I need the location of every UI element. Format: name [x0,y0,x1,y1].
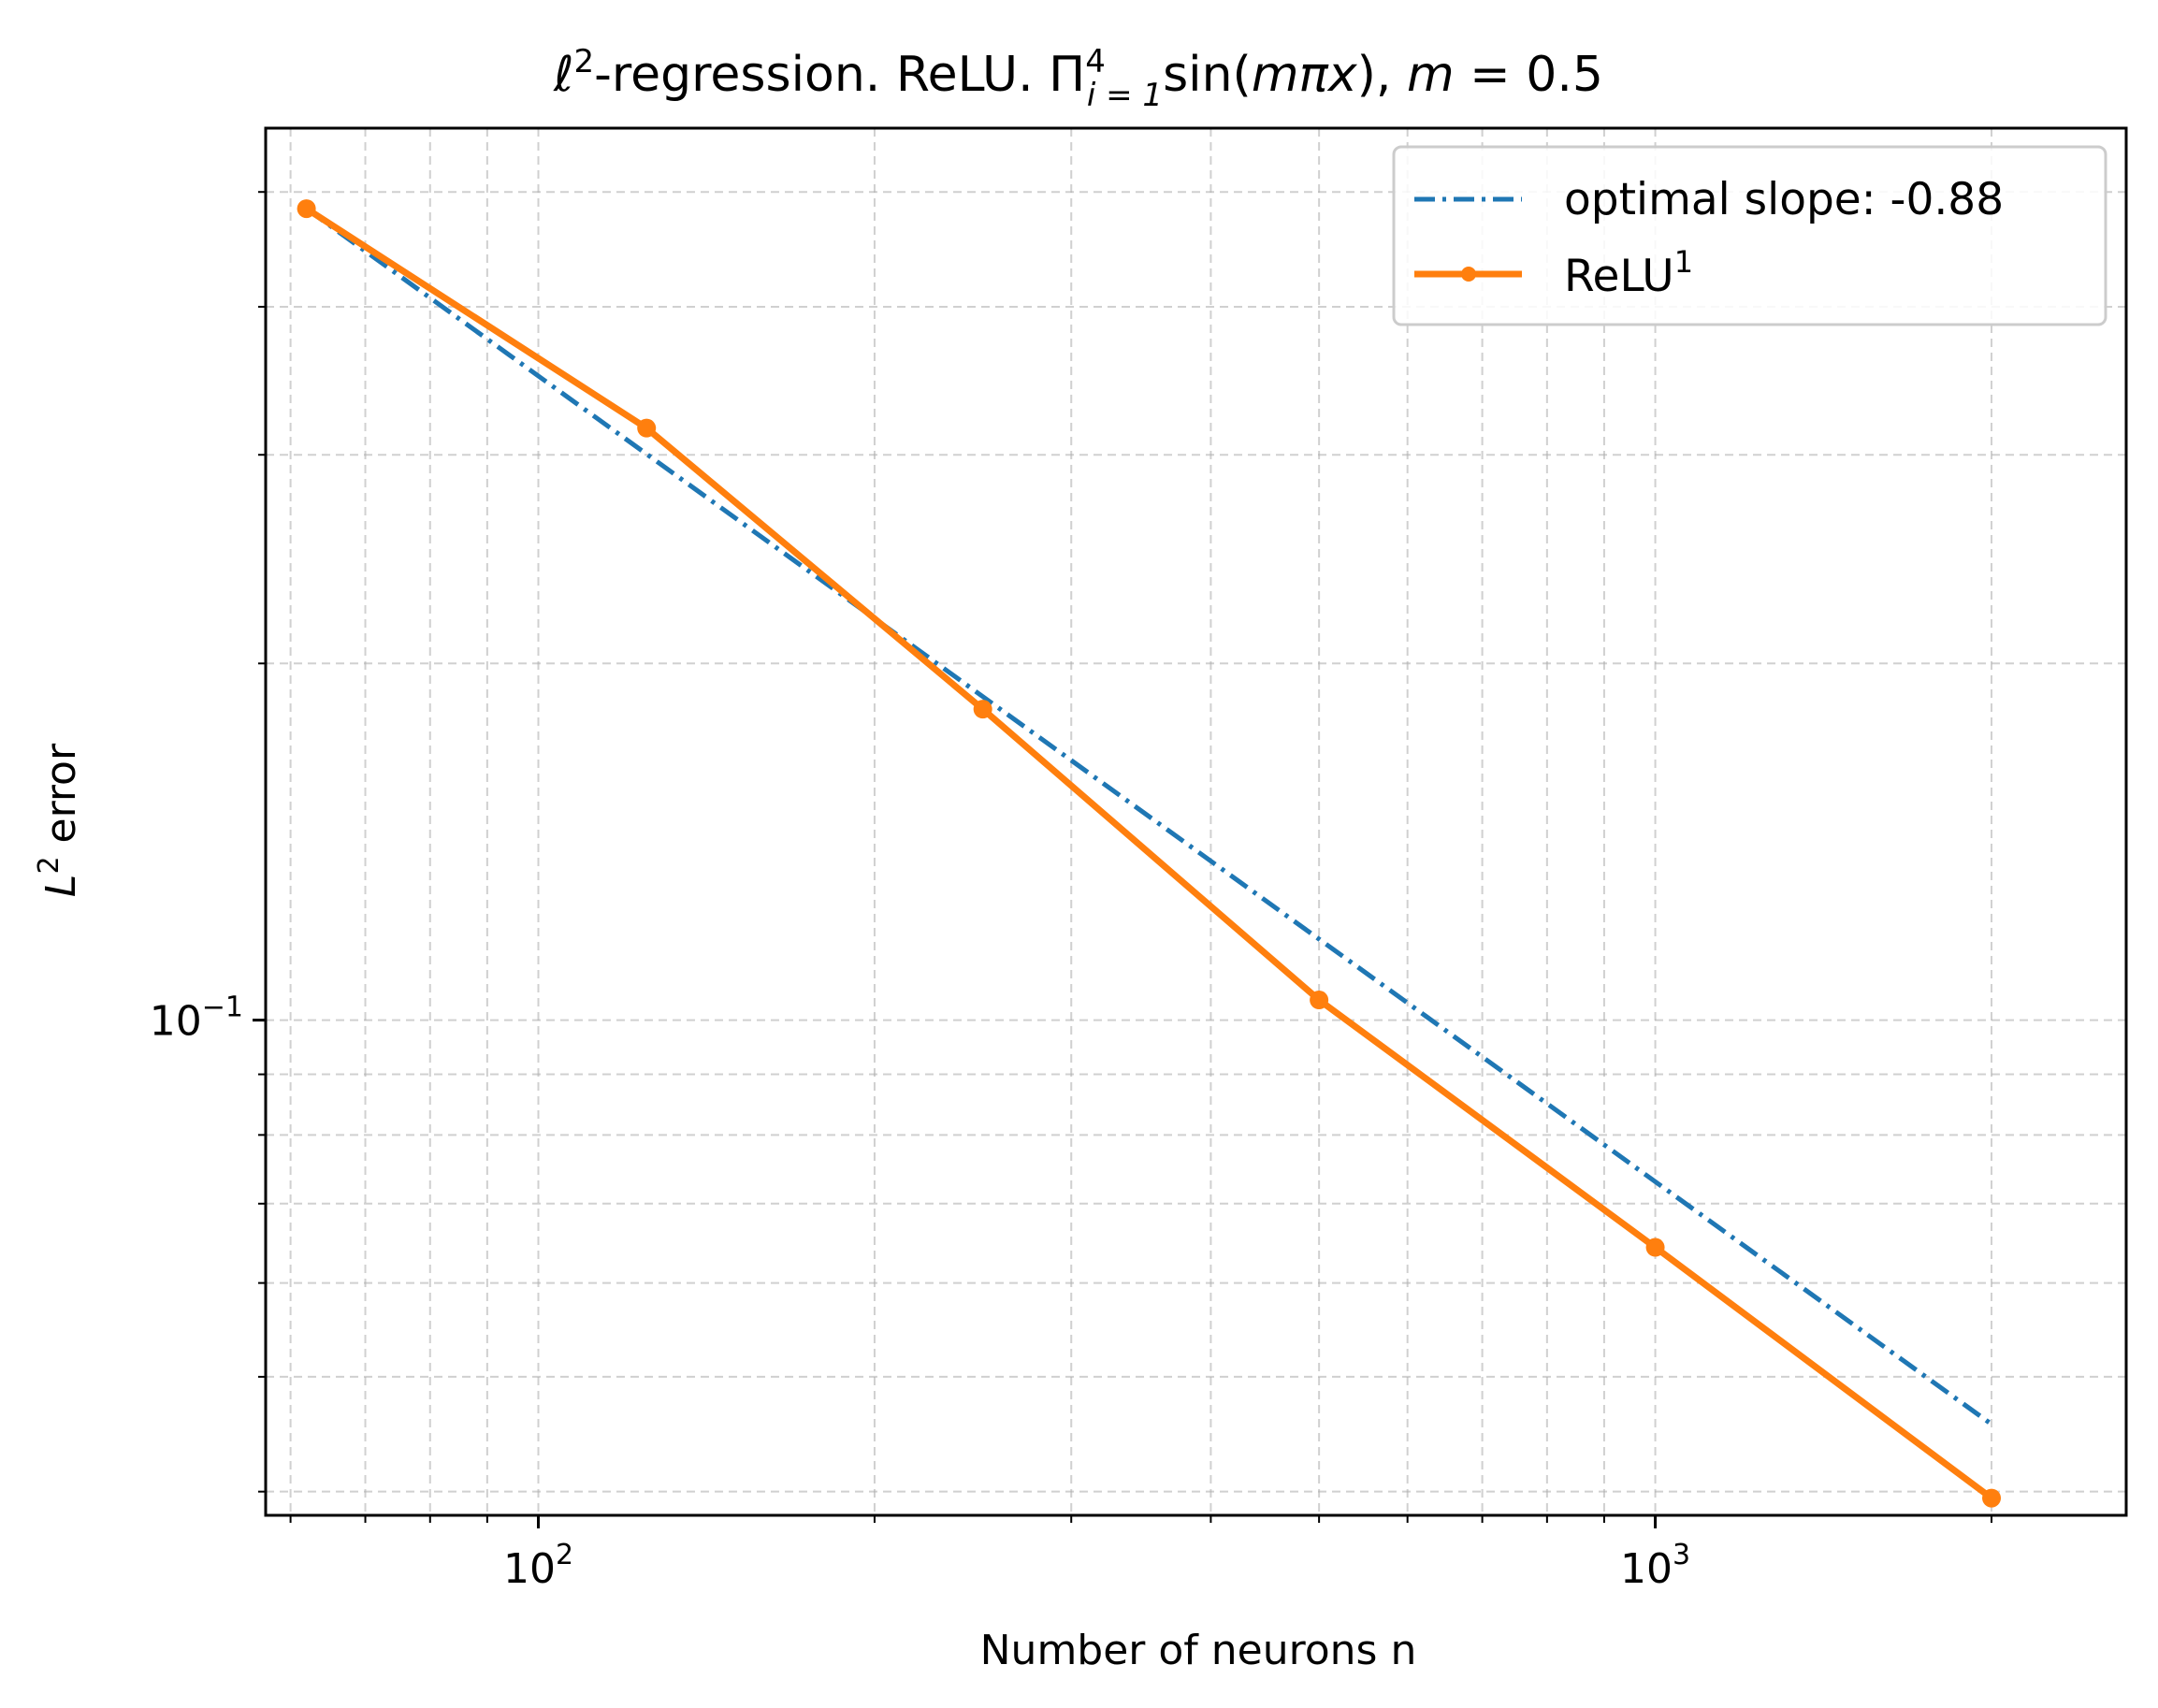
plot-series [297,199,2002,1508]
x-axis-label: Number of neurons n [980,1627,1417,1674]
y-tick-label: 10−1 [150,992,243,1046]
data-point-relu [637,418,657,438]
data-point-relu [297,199,316,219]
x-tick-label: 102 [503,1539,573,1593]
data-point-relu [1310,991,1329,1010]
axis-ticks: 102 103 10−1 [150,191,1993,1593]
legend-marker-relu [1461,267,1476,282]
legend-label-optimal-slope: optimal slope: -0.88 [1564,174,2004,225]
series-line-relu [304,206,1994,1501]
series-line-optimal-slope [305,207,1993,1426]
x-tick-label: 103 [1620,1539,1690,1593]
data-point-relu [1645,1238,1665,1257]
legend-box [1392,145,2107,326]
legend-label-relu: ReLU1 [1564,244,1693,302]
data-point-relu [1982,1488,2002,1508]
axes-frame [264,126,2128,1517]
chart-title: ℓ2-regression. ReLU. Π4 i = 1sin(mπx), m … [553,43,1603,114]
data-point-relu [973,700,992,719]
y-axis-label: L2 error [33,743,85,897]
legend: optimal slope: -0.88 ReLU1 [1392,145,2107,326]
